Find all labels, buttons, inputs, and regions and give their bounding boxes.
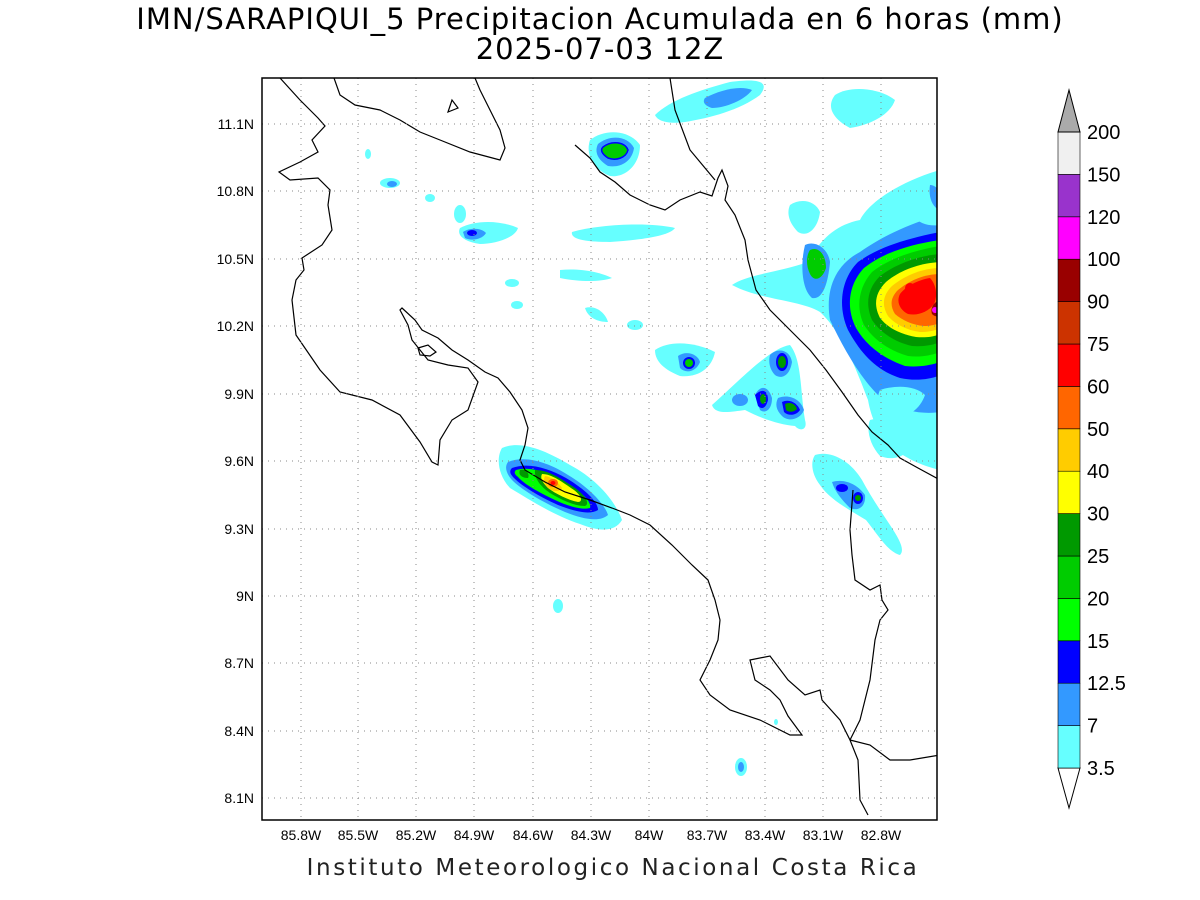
colorbar-label: 150 <box>1087 164 1120 186</box>
lon-axis: 85.8W 85.5W 85.2W 84.9W 84.6W 84.3W 84W … <box>281 827 902 843</box>
lat-tick: 9.9N <box>224 386 254 402</box>
storm-east <box>732 88 937 470</box>
colorbar-swatch <box>1057 301 1081 345</box>
lon-tick: 84.3W <box>571 827 612 843</box>
colorbar-label: 100 <box>1087 249 1120 271</box>
lat-tick: 8.7N <box>224 655 254 671</box>
colorbar-swatch <box>1057 513 1081 557</box>
lat-tick: 9.3N <box>224 521 254 537</box>
colorbar-swatch <box>1057 258 1081 302</box>
coastlines <box>277 78 937 816</box>
storm-pacific <box>498 445 622 530</box>
colorbar-lower-arrow <box>1057 767 1081 810</box>
colorbar-swatch <box>1057 131 1081 175</box>
colorbar-label: 15 <box>1087 631 1109 653</box>
colorbar-label: 12.5 <box>1087 673 1126 695</box>
lon-tick: 85.2W <box>396 827 437 843</box>
colorbar-swatch <box>1057 598 1081 642</box>
precipitation-field <box>365 80 937 776</box>
colorbar-label: 7 <box>1087 716 1098 738</box>
colorbar-swatch <box>1057 174 1081 218</box>
colorbar-swatch <box>1057 682 1081 726</box>
colorbar-swatch <box>1057 343 1081 387</box>
lat-tick: 8.4N <box>224 723 254 739</box>
colorbar-label: 90 <box>1087 292 1109 314</box>
lon-tick: 85.8W <box>281 827 322 843</box>
colorbar-label: 75 <box>1087 334 1109 356</box>
colorbar-swatch <box>1057 555 1081 599</box>
colorbar-swatch <box>1057 216 1081 260</box>
lat-tick: 9N <box>236 588 254 604</box>
colorbar-label: 3.5 <box>1087 758 1115 780</box>
grid <box>262 78 937 820</box>
colorbar-label: 120 <box>1087 207 1120 229</box>
colorbar-label: 200 <box>1087 122 1120 144</box>
lat-tick: 8.1N <box>224 790 254 806</box>
lon-tick: 83.7W <box>687 827 728 843</box>
colorbar-upper-arrow <box>1057 88 1081 133</box>
map-title: IMN/SARAPIQUI_5 Precipitacion Acumulada … <box>136 2 1064 36</box>
colorbar-swatch <box>1057 640 1081 684</box>
colorbar-label: 20 <box>1087 588 1109 610</box>
lon-tick: 83.1W <box>803 827 844 843</box>
map-date: 2025-07-03 12Z <box>475 32 725 66</box>
lat-tick: 10.5N <box>217 251 254 267</box>
colorbar-label: 30 <box>1087 504 1109 526</box>
colorbar-label: 25 <box>1087 546 1109 568</box>
colorbar-swatch <box>1057 725 1081 769</box>
lon-tick: 83.4W <box>745 827 786 843</box>
lon-tick: 85.5W <box>338 827 379 843</box>
lat-axis: 11.1N 10.8N 10.5N 10.2N 9.9N 9.6N 9.3N 9… <box>217 116 254 806</box>
lat-tick: 10.2N <box>217 318 254 334</box>
colorbar-swatch <box>1057 428 1081 472</box>
lat-tick: 9.6N <box>224 453 254 469</box>
colorbar-label: 50 <box>1087 419 1109 441</box>
lon-tick: 84W <box>635 827 665 843</box>
colorbar-label: 60 <box>1087 376 1109 398</box>
lon-tick: 84.9W <box>454 827 495 843</box>
lon-tick: 82.8W <box>861 827 902 843</box>
map-frame <box>261 77 938 821</box>
lon-tick: 84.6W <box>513 827 554 843</box>
colorbar: 3.5 7 12.5 15 20 25 30 40 50 60 75 90 100 120 150 200 <box>1057 88 1126 810</box>
colorbar-label: 40 <box>1087 461 1109 483</box>
colorbar-swatch <box>1057 386 1081 430</box>
credit-text: Instituto Meteorologico Nacional Costa R… <box>306 855 920 881</box>
colorbar-swatch <box>1057 470 1081 514</box>
lat-tick: 11.1N <box>218 116 254 132</box>
lat-tick: 10.8N <box>217 183 254 199</box>
